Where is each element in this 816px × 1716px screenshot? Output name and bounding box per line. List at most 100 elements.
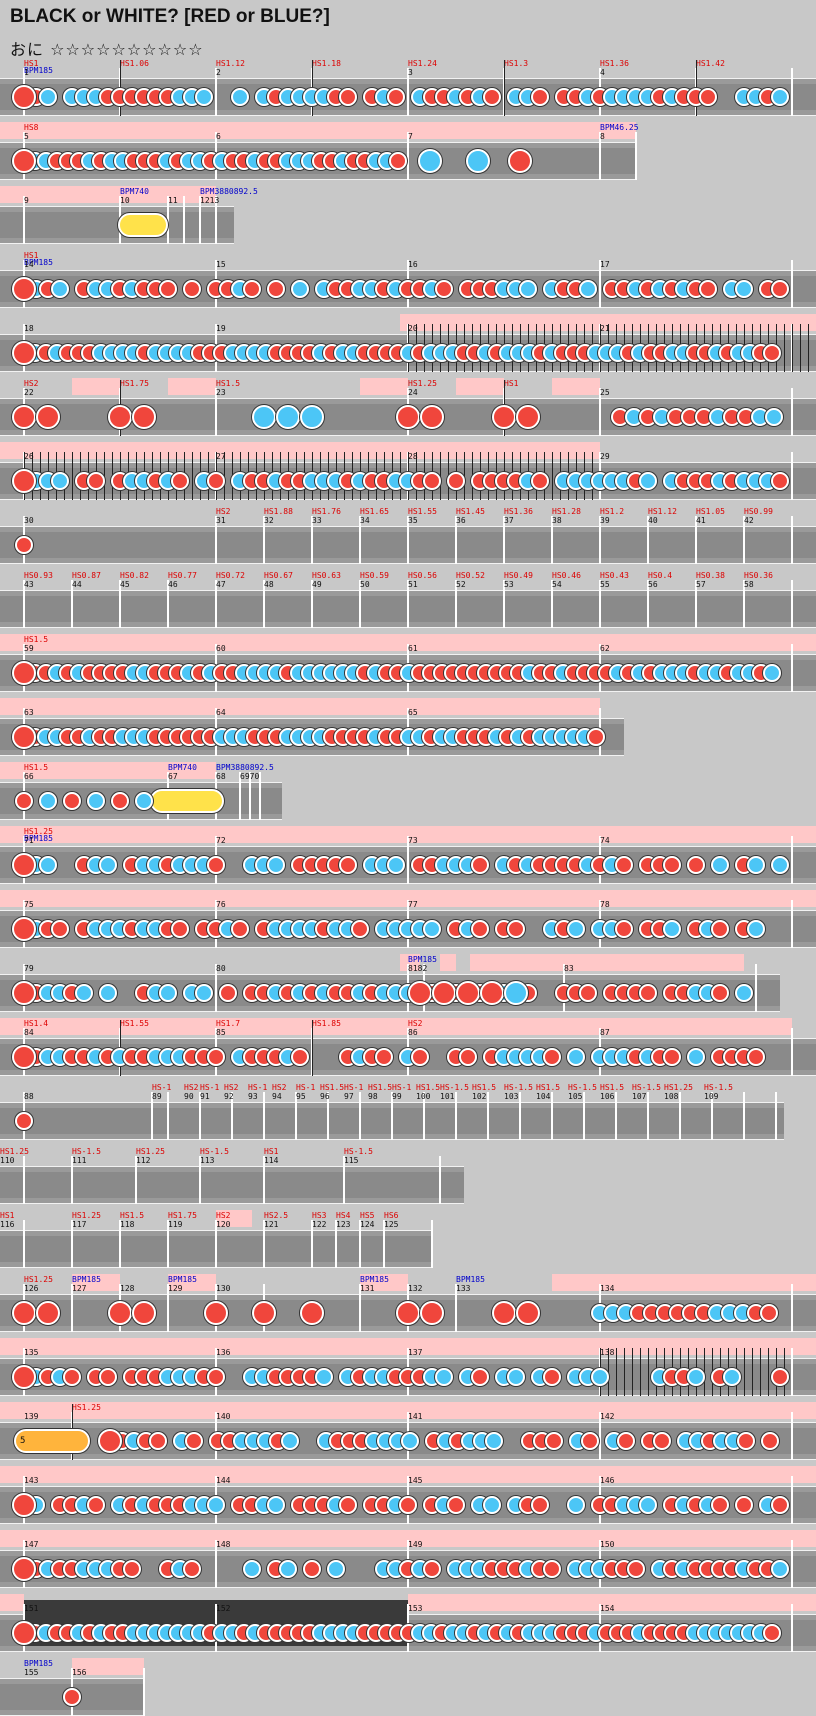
don-note (15, 792, 33, 810)
measure-number: 135 (24, 1348, 39, 1357)
barline (263, 1220, 265, 1268)
don-note (471, 920, 489, 938)
scroll-speed-label: HS1.5 (216, 379, 241, 388)
measure-number: 106 (600, 1092, 615, 1101)
big-don-note (12, 85, 36, 109)
ka-note (195, 984, 213, 1002)
don-note (763, 1624, 781, 1642)
chart-row: HS1 BPM185 14 15 16 17 (0, 250, 816, 308)
barline (119, 1220, 121, 1268)
don-note (543, 1368, 561, 1386)
barline (359, 1284, 361, 1332)
measure-number: 49 (312, 580, 322, 589)
measure-number: 6970 (240, 772, 260, 781)
big-don-note (12, 1045, 36, 1069)
measure-number: 36 (456, 516, 466, 525)
measure-number: 124 (360, 1220, 375, 1229)
scroll-speed-label: HS0.67 (264, 571, 293, 580)
don-note (183, 280, 201, 298)
ka-note (39, 88, 57, 106)
ka-note (279, 1560, 297, 1578)
barline (695, 516, 697, 564)
ka-note (723, 1368, 741, 1386)
measure-number: 68 (216, 772, 226, 781)
ka-note (639, 1496, 657, 1514)
measure-number: 140 (216, 1412, 231, 1421)
gogo-band (72, 378, 120, 395)
don-note (771, 280, 789, 298)
scroll-speed-label: HS1.25 (408, 379, 437, 388)
scroll-speed-label: HS1 (264, 1147, 279, 1156)
barline (249, 772, 251, 820)
barline (647, 1092, 649, 1140)
barline (455, 516, 457, 564)
scroll-speed-label: HS1.7 (216, 1019, 241, 1028)
measure-number: 134 (600, 1284, 615, 1293)
barline (311, 580, 313, 628)
measure-number: 22 (24, 388, 34, 397)
measure-number: 66 (24, 772, 34, 781)
don-note (483, 88, 501, 106)
don-note (663, 1048, 681, 1066)
don-note (627, 1560, 645, 1578)
scroll-speed-label: HS1 (0, 1211, 15, 1220)
measure-number: 15 (216, 260, 226, 269)
barline (71, 580, 73, 628)
measure-number: 131 (360, 1284, 375, 1293)
scroll-speed-label: HS1.36 (600, 59, 629, 68)
ka-note (579, 280, 597, 298)
scroll-speed-label: HS1.5 (600, 1083, 625, 1092)
gogo-band (0, 1594, 24, 1611)
barline (791, 836, 793, 884)
measure-number: 123 (336, 1220, 351, 1229)
ka-note (687, 1368, 705, 1386)
don-note (159, 280, 177, 298)
measure-number: 28 (408, 452, 418, 461)
scroll-speed-label: HS-1.5 (72, 1147, 101, 1156)
scroll-speed-label: HS0.59 (360, 571, 389, 580)
barline (23, 1220, 25, 1268)
don-note (699, 88, 717, 106)
measure-number: 39 (600, 516, 610, 525)
barline (295, 1092, 297, 1140)
measure-number: 111 (72, 1156, 87, 1165)
scroll-speed-label: HS6 (384, 1211, 399, 1220)
measure-number: 79 (24, 964, 34, 973)
measure-number: 119 (168, 1220, 183, 1229)
scroll-speed-label: HS-1 (200, 1083, 220, 1092)
measure-number: 11 (168, 196, 178, 205)
measure-number: 9 (24, 196, 29, 205)
bpm-label: BPM185 (456, 1275, 485, 1284)
ka-note (639, 472, 657, 490)
barline (335, 1220, 337, 1268)
measure-number: 78 (600, 900, 610, 909)
measure-number: 76 (216, 900, 226, 909)
don-note (267, 280, 285, 298)
ka-note (231, 88, 249, 106)
big-don-note (12, 1365, 36, 1389)
barline (215, 1220, 217, 1268)
gogo-band (0, 1466, 816, 1483)
barline (599, 516, 601, 564)
chart-row: 79 80 BPM185 8182 83 (0, 954, 816, 1012)
barline (755, 964, 757, 1012)
don-note (399, 1496, 417, 1514)
scroll-speed-label: HS-1 (248, 1083, 268, 1092)
barline (199, 1156, 201, 1204)
measure-number: 150 (600, 1540, 615, 1549)
barline (215, 1540, 217, 1588)
measure-number: 18 (24, 324, 34, 333)
measure-number: 71 (24, 836, 34, 845)
scroll-speed-label: HS2 (216, 1211, 231, 1220)
note-lane (0, 1166, 464, 1204)
chart-row: HS1 116 HS1.25 117 HS1.5 118 HS1.75 119 HS2 120 HS… (0, 1210, 816, 1268)
don-note (231, 920, 249, 938)
scroll-speed-label: HS1.25 (72, 1403, 101, 1412)
scroll-speed-label: HS1.05 (696, 507, 725, 516)
barline (791, 68, 793, 116)
measure-number: 32 (264, 516, 274, 525)
ka-note (771, 1560, 789, 1578)
scroll-change-marker (608, 1348, 609, 1396)
ka-note (747, 920, 765, 938)
scroll-speed-label: HS1.25 (24, 1275, 53, 1284)
